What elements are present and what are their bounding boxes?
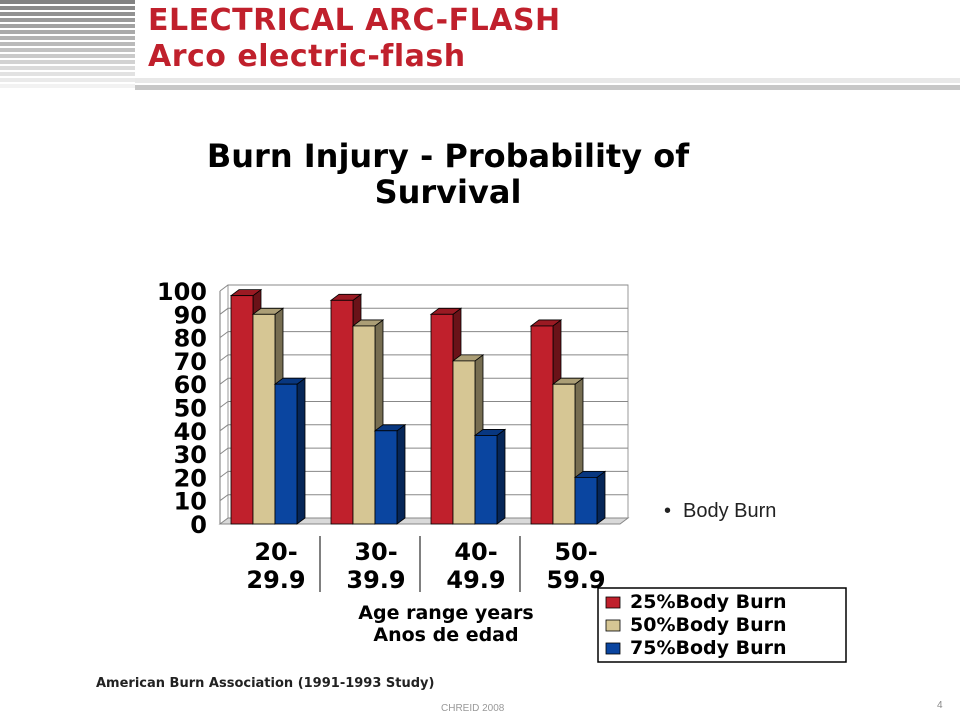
legend-box: [597, 587, 847, 663]
x-tick-label: 39.9: [346, 566, 405, 594]
decorative-stripe: [0, 6, 135, 10]
bar: [573, 470, 607, 525]
page-number: 4: [937, 700, 943, 711]
decorative-stripe: [0, 78, 135, 82]
bar-front: [374, 430, 398, 525]
footer-text: CHREID 2008: [441, 703, 505, 714]
bar-front: [274, 383, 298, 525]
decorative-title-rule: [135, 78, 960, 90]
decorative-stripe: [0, 54, 135, 58]
bullet-text: Body Burn: [683, 500, 777, 522]
y-gridline: [219, 307, 628, 315]
decorative-stripe: [0, 36, 135, 40]
bar-front: [474, 435, 498, 525]
x-axis-label: Age range years: [358, 602, 533, 624]
y-tick-label: 30: [174, 441, 207, 469]
decorative-stripe: [0, 42, 135, 46]
bar: [273, 377, 307, 525]
bar-front: [552, 383, 576, 525]
decorative-stripe: [0, 66, 135, 70]
bar-front: [452, 360, 476, 525]
legend-label: 25%Body Burn: [630, 591, 787, 613]
x-tick-label: 50-: [554, 538, 597, 566]
bar-front: [430, 313, 454, 525]
bar-side: [396, 423, 406, 525]
y-tick-label: 0: [190, 511, 207, 539]
decorative-stripe: [0, 72, 135, 76]
decorative-stripe: [0, 60, 135, 64]
y-tick-label: 90: [174, 301, 207, 329]
slide-title: ELECTRICAL ARC-FLASH: [148, 3, 561, 38]
legend-swatch: [605, 642, 621, 655]
bullet-item: • Body Burn: [664, 500, 776, 523]
decorative-stripe: [0, 18, 135, 22]
source-caption: American Burn Association (1991-1993 Stu…: [96, 676, 435, 691]
x-tick-label: 20-: [254, 538, 297, 566]
y-gridline: [219, 354, 628, 362]
bar-front: [230, 295, 254, 525]
decorative-stripe: [0, 84, 135, 88]
y-tick-label: 80: [174, 325, 207, 353]
bar-front: [530, 325, 554, 525]
slide-subtitle: Arco electric-flash: [148, 39, 466, 74]
bar: [473, 428, 507, 525]
x-axis-label: Anos de edad: [373, 624, 518, 646]
decorative-stripe: [0, 24, 135, 28]
y-tick-label: 60: [174, 371, 207, 399]
y-tick-label: 20: [174, 464, 207, 492]
decorative-stripe: [0, 48, 135, 52]
bar-front: [352, 325, 376, 525]
bar-side: [596, 470, 606, 525]
decorative-stripe: [0, 0, 135, 4]
bar: [373, 423, 407, 525]
y-tick-label: 50: [174, 395, 207, 423]
legend-label: 75%Body Burn: [630, 637, 787, 659]
y-tick-label: 10: [174, 488, 207, 516]
bar-front: [574, 476, 598, 525]
decorative-corner-bars: [0, 0, 135, 88]
chart-title-line: Burn Injury - Probability of: [207, 137, 690, 175]
y-tick-label: 70: [174, 348, 207, 376]
bar-side: [296, 377, 306, 525]
y-gridline: [219, 377, 628, 385]
chart-title-line: Survival: [375, 173, 522, 211]
y-gridline: [219, 331, 628, 339]
bar-front: [252, 313, 276, 525]
decorative-stripe: [0, 30, 135, 34]
y-tick-label: 40: [174, 418, 207, 446]
bar-front: [330, 299, 354, 525]
decorative-stripe: [0, 12, 135, 16]
y-gridline: [219, 284, 628, 292]
x-tick-label: 49.9: [446, 566, 505, 594]
y-tick-label: 100: [157, 278, 207, 306]
bar-side: [496, 428, 506, 525]
x-tick-label: 29.9: [246, 566, 305, 594]
legend-swatch: [605, 596, 621, 609]
y-gridline: [219, 401, 628, 408]
x-tick-label: 59.9: [546, 566, 605, 594]
x-tick-label: 40-: [454, 538, 497, 566]
y-gridline: [219, 424, 628, 432]
legend-label: 50%Body Burn: [630, 614, 787, 636]
legend-swatch: [605, 619, 621, 632]
x-tick-label: 30-: [354, 538, 397, 566]
bullet-dot-icon: •: [664, 500, 672, 522]
